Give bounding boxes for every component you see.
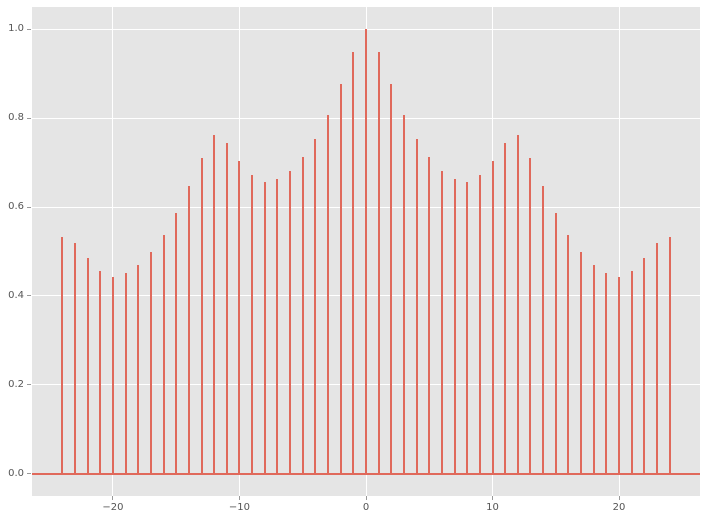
y-tick-label: 0.8: [8, 112, 24, 124]
stem: [213, 135, 216, 474]
stem: [440, 170, 443, 474]
x-tick-mark: [492, 496, 493, 500]
x-tick-label: 20: [612, 502, 626, 513]
stem: [352, 51, 355, 474]
stem: [314, 139, 317, 474]
y-tick-label: 0.0: [8, 467, 24, 479]
stem: [643, 257, 646, 474]
stem: [478, 175, 481, 474]
stem: [567, 234, 570, 474]
stem: [238, 161, 241, 474]
gridline-x: [112, 7, 114, 496]
plot-area: [32, 7, 700, 496]
stem: [580, 251, 583, 474]
x-tick-label: −20: [102, 502, 124, 513]
y-tick-mark: [27, 473, 31, 475]
stem: [339, 84, 342, 474]
stem: [428, 156, 431, 474]
x-tick-mark: [365, 496, 367, 500]
stem: [276, 179, 279, 474]
stem: [491, 161, 494, 474]
stem: [251, 175, 254, 474]
stem: [162, 234, 165, 474]
stem: [516, 135, 519, 474]
y-tick-mark: [27, 384, 31, 386]
stem: [149, 251, 152, 474]
stem: [592, 265, 595, 474]
stem: [668, 236, 671, 474]
stem: [529, 157, 532, 474]
x-tick-label: 10: [486, 502, 499, 513]
stem: [365, 29, 367, 474]
stem: [175, 212, 178, 474]
stem: [99, 271, 102, 474]
y-tick-label: 1.0: [8, 23, 24, 35]
y-tick-mark: [27, 117, 31, 119]
baseline: [32, 472, 700, 475]
stem: [301, 156, 304, 474]
x-tick-label: 0: [362, 502, 370, 513]
stem: [124, 273, 127, 474]
stem: [200, 157, 203, 474]
stem: [289, 170, 292, 474]
stem: [618, 276, 621, 474]
stem: [86, 257, 89, 474]
stem: [263, 181, 266, 474]
stem: [137, 265, 140, 474]
stem: [542, 185, 545, 474]
stem: [554, 212, 557, 474]
stem: [225, 143, 228, 474]
stem: [111, 276, 114, 474]
stem: [377, 51, 380, 474]
stem: [74, 243, 76, 474]
y-tick-mark: [27, 28, 31, 30]
y-tick-label: 0.4: [8, 289, 24, 301]
stem: [453, 179, 456, 474]
y-tick-label: 0.6: [8, 201, 24, 213]
stem: [466, 181, 469, 474]
x-tick-mark: [618, 496, 620, 500]
stem: [390, 84, 393, 474]
x-tick-label: −10: [228, 502, 251, 513]
stem: [605, 273, 608, 474]
stem: [630, 271, 633, 474]
stem: [327, 115, 330, 474]
x-tick-mark: [112, 496, 114, 500]
x-tick-mark: [238, 496, 240, 500]
stem: [504, 143, 507, 474]
gridline-x: [618, 7, 620, 496]
y-tick-mark: [27, 206, 31, 208]
stem: [187, 185, 190, 474]
stem: [61, 236, 64, 474]
stem: [415, 139, 418, 474]
y-tick-label: 0.2: [8, 378, 24, 390]
y-tick-mark: [27, 295, 31, 297]
stem: [402, 115, 405, 474]
stem: [655, 243, 658, 474]
